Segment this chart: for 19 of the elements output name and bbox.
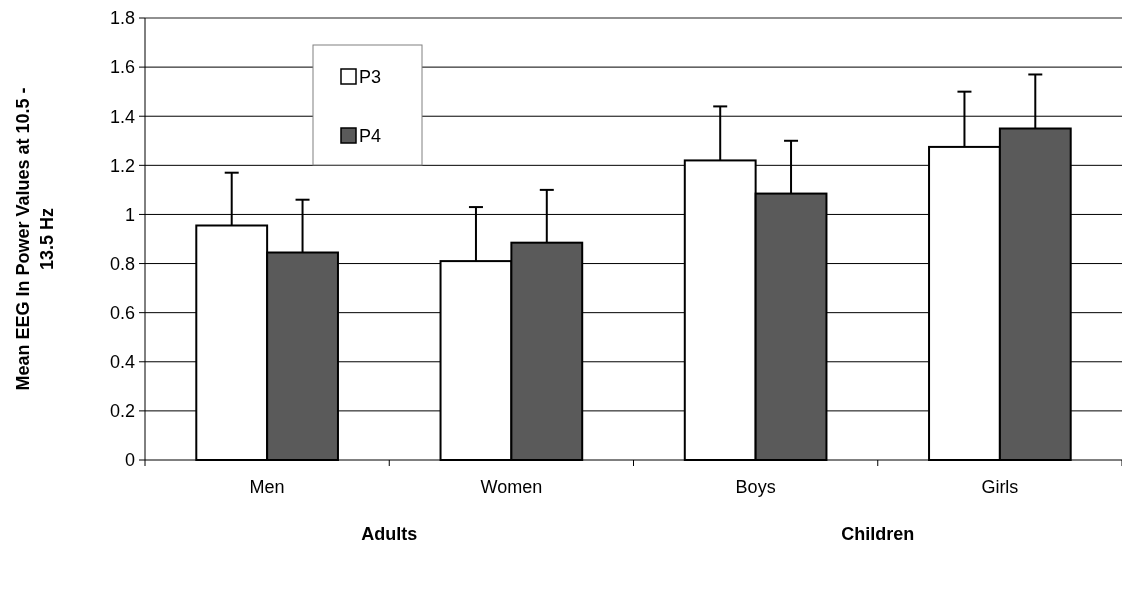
y-tick-label: 1.6 — [109, 57, 135, 78]
x-tick-label: Women — [480, 477, 543, 497]
y-tick-label: 1.8 — [109, 8, 135, 29]
legend-label: P3 — [359, 67, 382, 87]
x-tick-label: Men — [249, 477, 285, 497]
x-tick-label: Boys — [735, 477, 776, 497]
text: Adults — [361, 524, 418, 544]
y-axis-title: Mean EEG In Power Values at 10.5 - 13.5 Hz — [13, 87, 57, 391]
x-tick-label: Girls — [981, 477, 1019, 497]
legend-label: P4 — [359, 126, 382, 146]
y-tick-label: 0.4 — [109, 352, 135, 373]
y-tick-label: 0.2 — [109, 401, 135, 422]
text: Children — [841, 524, 915, 544]
y-tick-label: 0 — [124, 450, 135, 471]
y-tick-label: 0.6 — [109, 302, 135, 323]
y-tick-label: 1 — [124, 204, 135, 225]
y-tick-label: 1.4 — [109, 106, 135, 127]
y-tick-label: 1.2 — [109, 155, 135, 176]
y-tick-label: 0.8 — [109, 253, 135, 274]
